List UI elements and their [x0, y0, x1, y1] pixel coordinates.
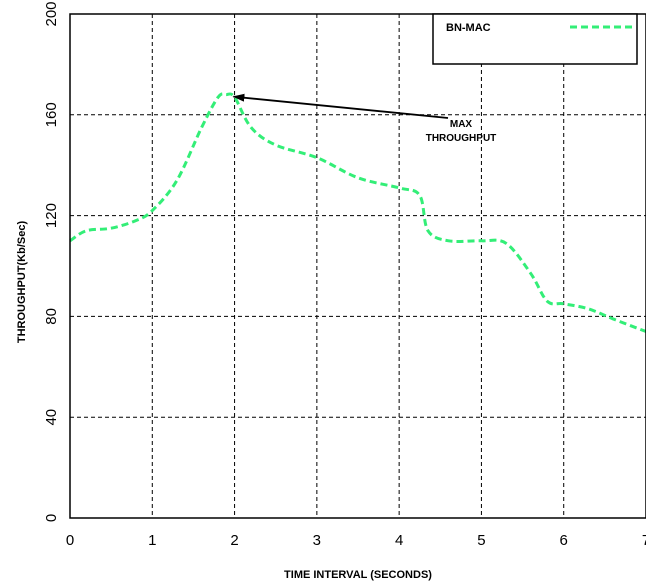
annotation-arrow — [232, 93, 449, 119]
x-tick-label-0: 0 — [66, 532, 74, 549]
grid — [70, 14, 646, 518]
series-line-bn-mac — [69, 92, 646, 333]
plot-frame — [69, 13, 646, 519]
series-layer — [69, 92, 646, 333]
y-tick-label-40: 40 — [43, 409, 60, 426]
x-tick-label-6: 6 — [560, 532, 568, 549]
x-tick-label-5: 5 — [477, 532, 485, 549]
y-tick-label-80: 80 — [43, 308, 60, 325]
x-tick-label-3: 3 — [313, 532, 321, 549]
legend: BN-MAC — [432, 13, 638, 65]
x-axis-title: TIME INTERVAL (SECONDS) — [284, 569, 432, 581]
tick-labels: 0 1 2 3 4 5 6 7 0 40 80 120 160 200 — [43, 1, 646, 549]
max-throughput-annotation: MAX THROUGHPUT — [232, 93, 497, 144]
x-tick-label-1: 1 — [148, 532, 156, 549]
annotation-label-line2: THROUGHPUT — [426, 133, 497, 144]
annotation-label-line1: MAX — [450, 119, 473, 130]
y-tick-label-0: 0 — [43, 514, 60, 522]
y-tick-label-120: 120 — [43, 203, 60, 228]
x-tick-label-7: 7 — [642, 532, 646, 549]
y-tick-label-200: 200 — [43, 1, 60, 26]
y-tick-label-160: 160 — [43, 102, 60, 127]
y-axis-title: THROUGHPUT(Kb/Sec) — [16, 221, 28, 344]
legend-label: BN-MAC — [446, 22, 491, 34]
legend-box — [432, 13, 638, 65]
x-tick-label-2: 2 — [230, 532, 238, 549]
x-tick-label-4: 4 — [395, 532, 403, 549]
